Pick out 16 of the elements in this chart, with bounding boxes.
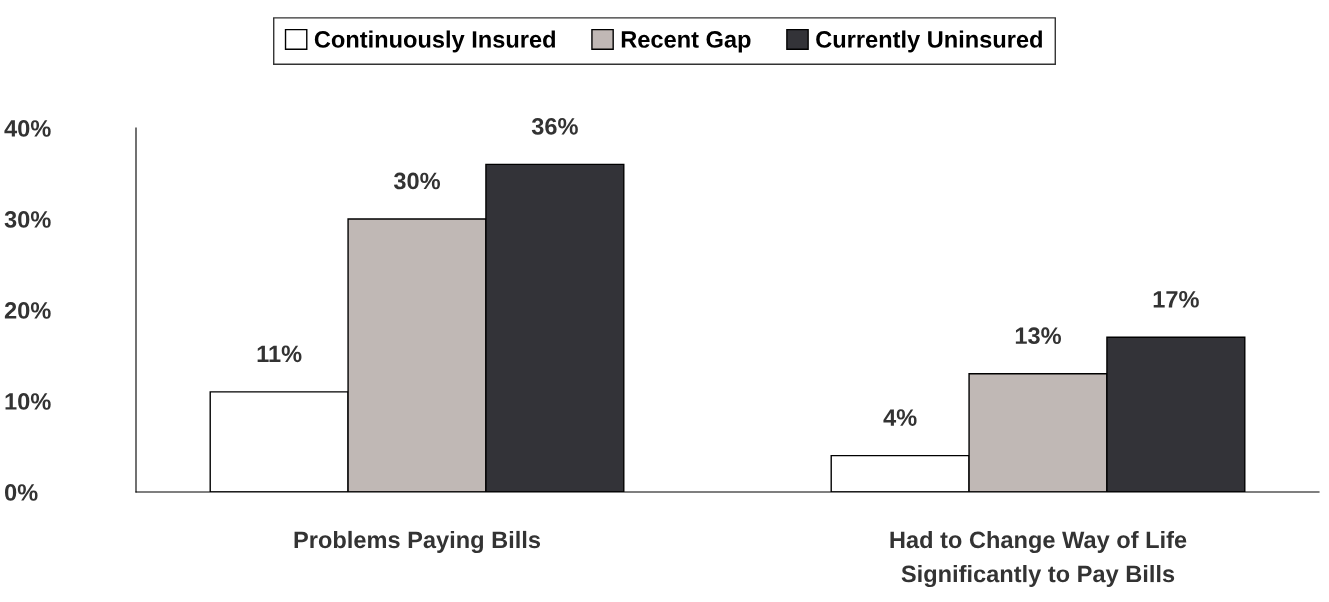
y-tick-label: 10% — [5, 393, 51, 410]
data-label: 17% — [1153, 290, 1199, 308]
data-label: 13% — [1015, 327, 1062, 345]
legend-label: Currently Uninsured — [816, 30, 1042, 53]
y-tick-label: 20% — [4, 302, 51, 319]
x-tick-label: Had to Change Way of Life Significantly to Pay Bills — [890, 530, 1187, 588]
legend-label: Continuously Insured — [314, 30, 555, 53]
y-tick-label: 40% — [4, 120, 51, 137]
data-label: 36% — [531, 118, 578, 135]
data-label: 30% — [393, 172, 441, 190]
data-label: 4% — [883, 409, 917, 426]
data-label: 11% — [257, 345, 302, 363]
y-tick-label: 0% — [4, 484, 38, 501]
legend-label: Recent Gap — [621, 31, 751, 53]
x-tick-label: Problems Paying Bills — [294, 530, 541, 553]
y-tick-label: 30% — [4, 211, 51, 228]
